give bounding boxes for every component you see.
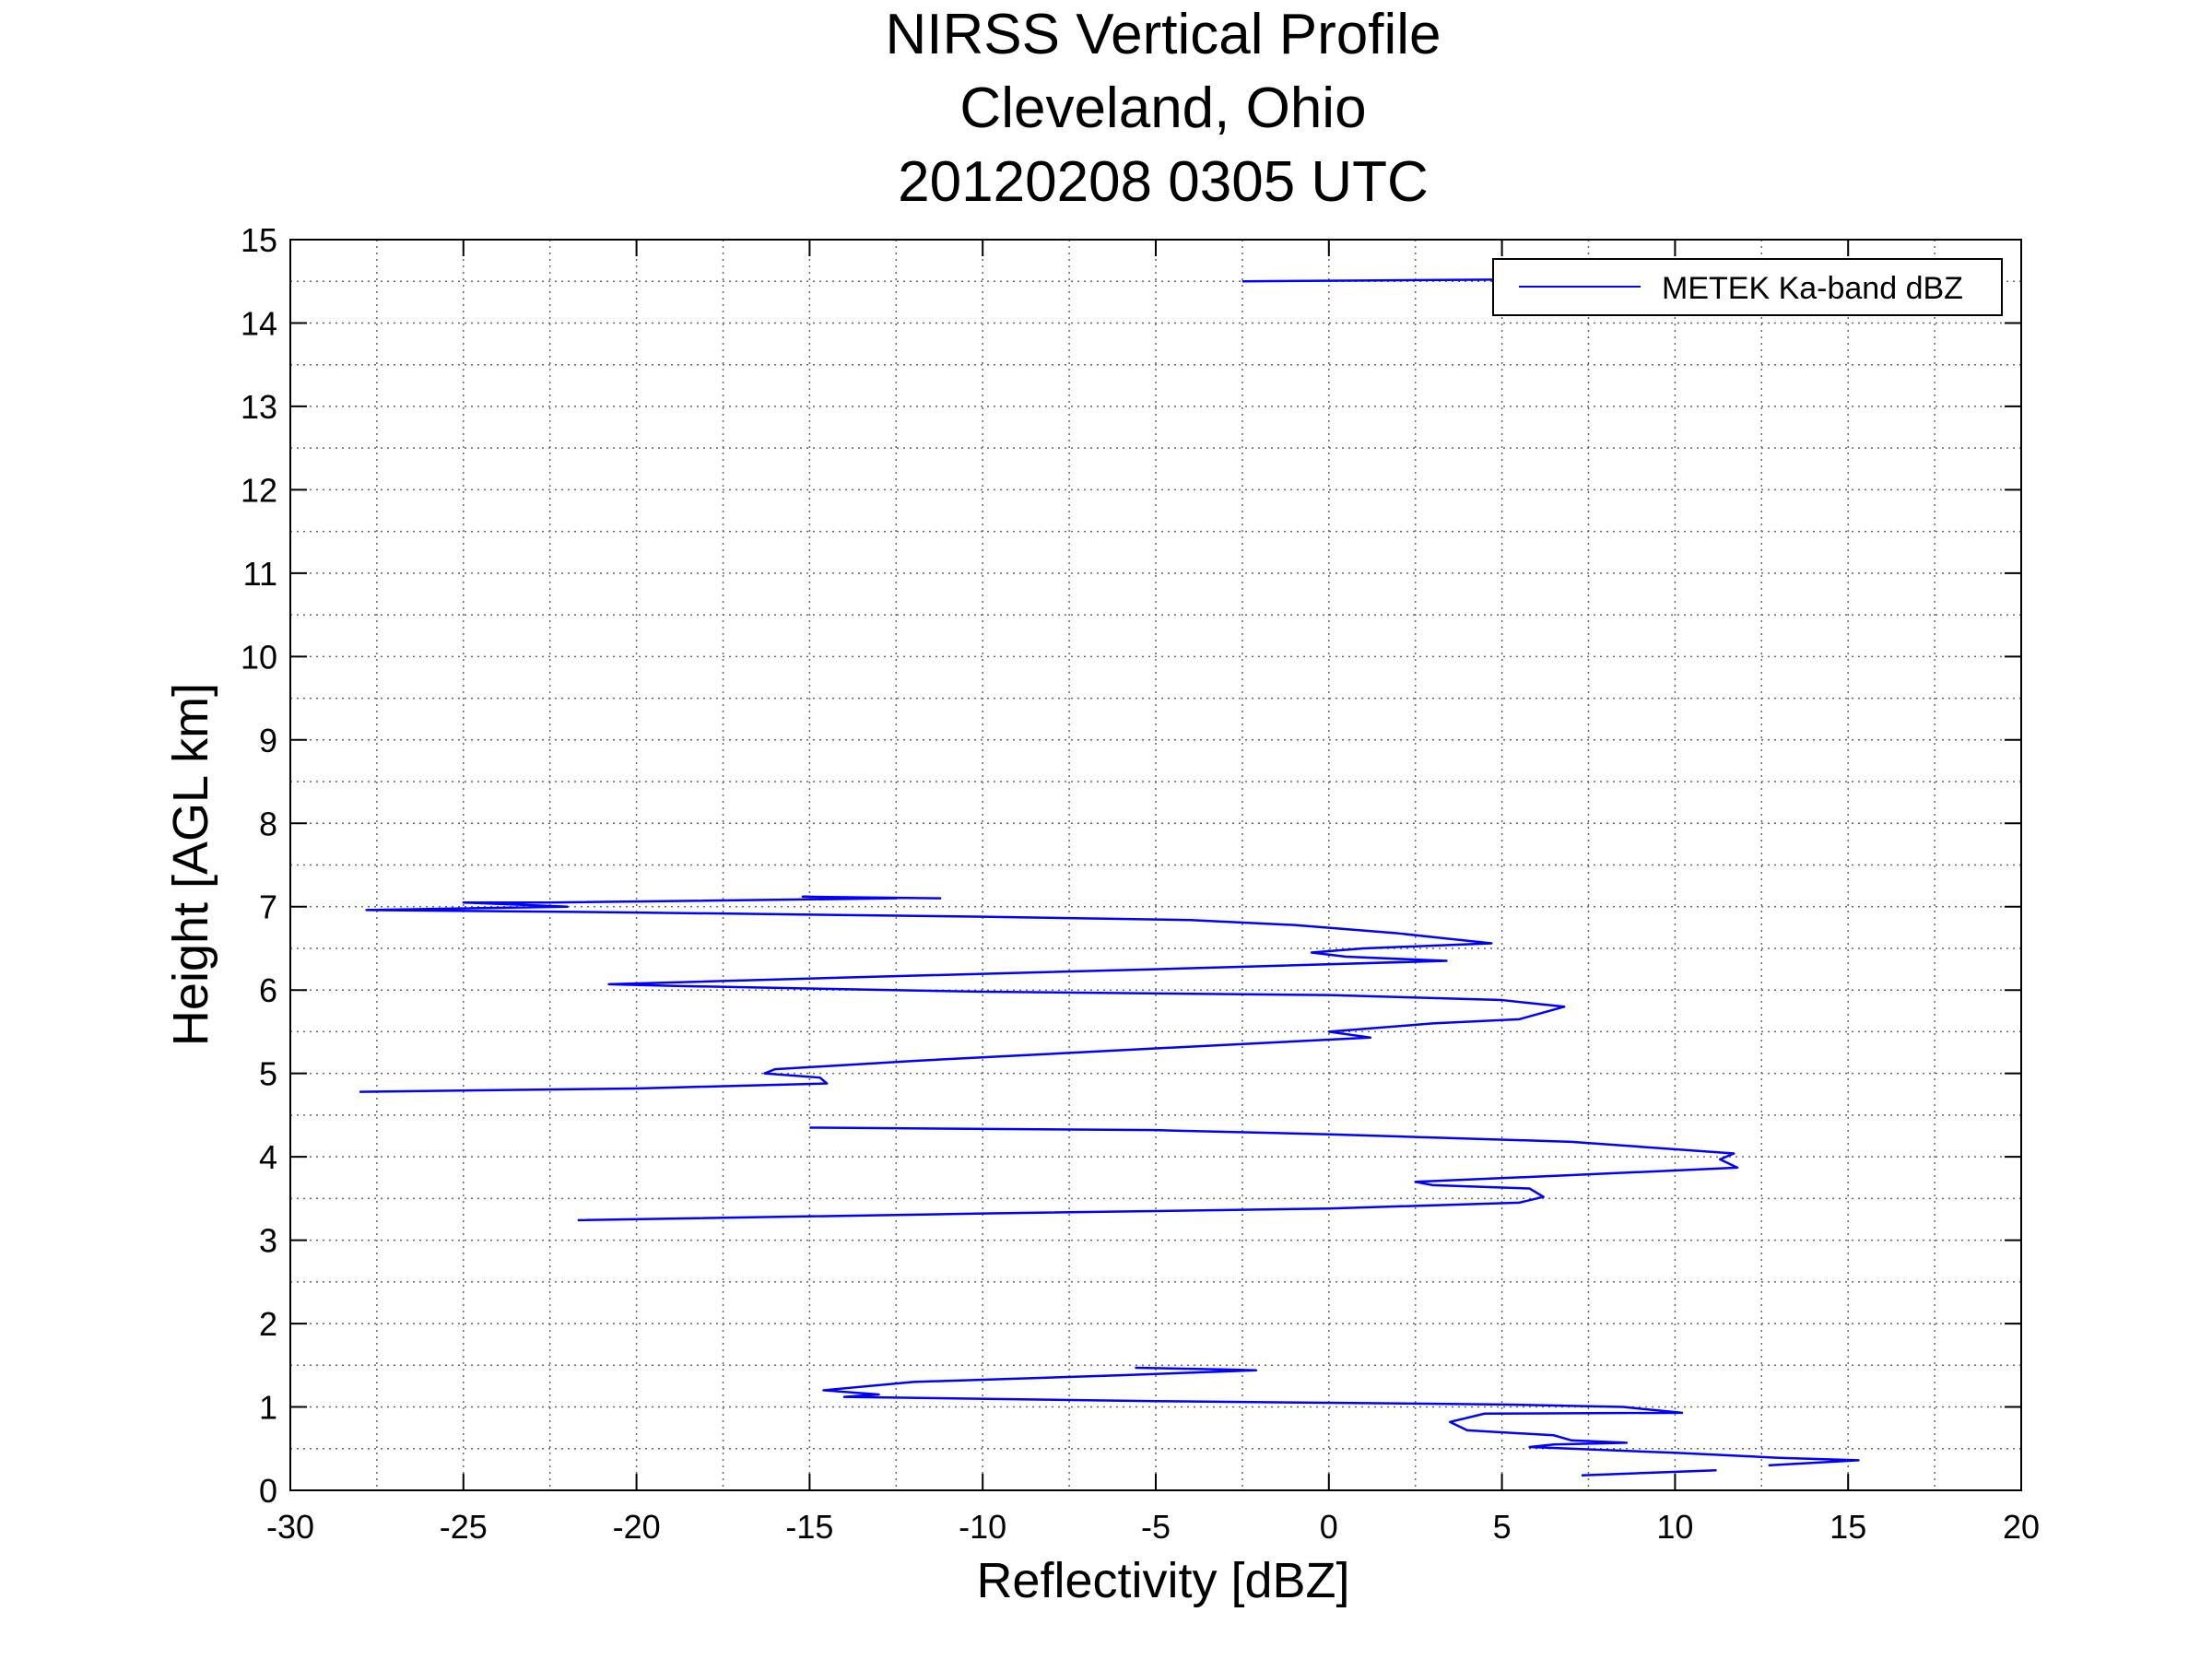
grid	[290, 240, 2021, 1490]
series-line-segment	[359, 895, 1566, 1093]
y-tick-label: 10	[241, 638, 277, 676]
plot-frame	[289, 239, 2022, 1491]
x-tick-label: 0	[1320, 1508, 1338, 1546]
x-tick-label: -15	[785, 1508, 833, 1546]
y-tick-label: 1	[259, 1389, 277, 1427]
x-tick-label: 10	[1656, 1508, 1693, 1546]
y-tick-label: 0	[259, 1472, 277, 1510]
x-tick-label: 20	[2003, 1508, 2040, 1546]
y-tick-label: 4	[259, 1138, 277, 1176]
series-line-segment	[577, 1126, 1739, 1222]
series-line-segment	[822, 1366, 1860, 1467]
chart-title-line-1: NIRSS Vertical Profile	[886, 3, 1441, 66]
y-axis-label: Height [AGL km]	[163, 683, 218, 1046]
y-tick-label: 6	[259, 971, 277, 1009]
y-tick-label: 3	[259, 1222, 277, 1260]
y-tick-label: 15	[241, 221, 277, 259]
x-tick-label: 15	[1830, 1508, 1866, 1546]
y-tick-label: 14	[241, 304, 277, 342]
y-tick-label: 11	[243, 555, 277, 593]
x-tick-label: 5	[1493, 1508, 1512, 1546]
legend-label: METEK Ka-band dBZ	[1662, 271, 1963, 306]
series-line-segment	[1241, 278, 1496, 283]
y-tick-label: 2	[259, 1305, 277, 1343]
series-line-segment	[1581, 1469, 1717, 1477]
y-tick-label: 9	[259, 722, 277, 759]
x-axis-label: Reflectivity [dBZ]	[976, 1553, 1349, 1608]
chart-title-line-2: Cleveland, Ohio	[959, 76, 1366, 140]
series-lines	[359, 278, 1860, 1477]
x-tick-label: -20	[613, 1508, 661, 1546]
y-tick-label: 13	[241, 388, 277, 426]
legend: METEK Ka-band dBZ	[1492, 258, 2003, 316]
y-tick-label: 12	[241, 471, 277, 509]
x-tick-label: -10	[959, 1508, 1006, 1546]
y-tick-label: 8	[259, 805, 277, 842]
x-tick-label: -5	[1141, 1508, 1171, 1546]
x-tick-label: -25	[440, 1508, 488, 1546]
y-tick-label: 5	[259, 1055, 277, 1093]
y-tick-label: 7	[259, 888, 277, 926]
axis-ticks: -30 -25 -20 -15 -10 -5 0 5 10 15 20012345678910111…	[241, 221, 2040, 1546]
x-tick-label: -30	[266, 1508, 314, 1546]
chart-title-line-3: 20120208 0305 UTC	[898, 150, 1429, 214]
